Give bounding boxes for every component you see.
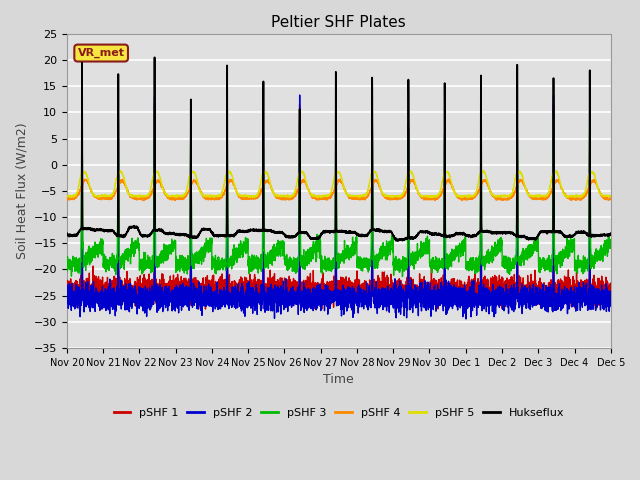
Text: VR_met: VR_met bbox=[77, 48, 125, 58]
Legend: pSHF 1, pSHF 2, pSHF 3, pSHF 4, pSHF 5, Hukseflux: pSHF 1, pSHF 2, pSHF 3, pSHF 4, pSHF 5, … bbox=[109, 404, 568, 422]
Title: Peltier SHF Plates: Peltier SHF Plates bbox=[271, 15, 406, 30]
X-axis label: Time: Time bbox=[323, 373, 354, 386]
Y-axis label: Soil Heat Flux (W/m2): Soil Heat Flux (W/m2) bbox=[15, 122, 28, 259]
